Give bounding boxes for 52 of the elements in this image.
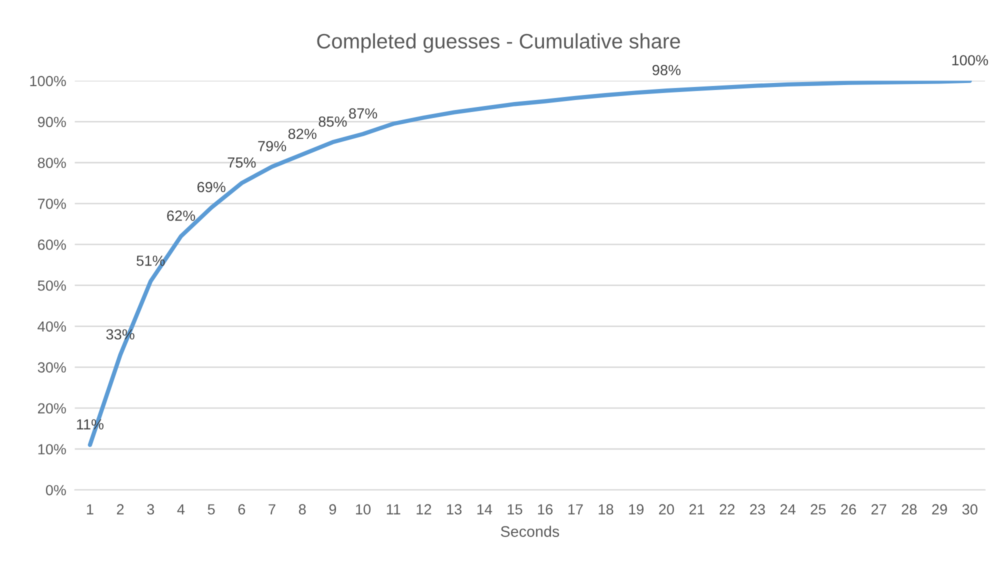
y-tick-label: 80% <box>38 158 66 168</box>
x-tick-label: 6 <box>238 504 246 515</box>
data-label: 69% <box>197 182 226 192</box>
x-tick-label: 16 <box>538 504 553 515</box>
x-tick-label: 27 <box>871 504 886 514</box>
x-tick-label: 12 <box>416 504 432 514</box>
x-tick-label: 18 <box>598 504 614 515</box>
x-tick-label: 25 <box>810 504 826 515</box>
y-tick-label: 100% <box>30 76 66 86</box>
x-tick-label: 8 <box>298 504 306 515</box>
x-tick-label: 23 <box>750 504 765 515</box>
x-tick-label: 10 <box>356 504 371 515</box>
y-tick-label: 30% <box>38 362 66 373</box>
x-tick-label: 13 <box>447 504 462 515</box>
y-tick-label: 70% <box>38 198 66 209</box>
data-label: 82% <box>288 128 316 140</box>
y-tick-label: 40% <box>38 321 66 332</box>
data-label: 62% <box>167 210 196 221</box>
x-tick-label: 3 <box>147 504 154 515</box>
x-tick-label: 2 <box>116 504 124 514</box>
x-tick-label: 7 <box>268 504 276 514</box>
x-tick-label: 26 <box>841 504 856 515</box>
x-tick-label: 14 <box>477 504 492 514</box>
x-tick-label: 22 <box>720 504 735 514</box>
data-label: 98% <box>652 64 681 76</box>
x-tick-label: 11 <box>386 504 400 514</box>
x-tick-label: 17 <box>568 504 583 514</box>
x-tick-label: 15 <box>508 504 522 515</box>
x-tick-label: 30 <box>962 504 978 515</box>
y-tick-label: 90% <box>38 116 66 128</box>
y-tick-label: 10% <box>38 444 66 454</box>
x-tick-label: 19 <box>629 504 644 515</box>
x-tick-label: 1 <box>87 504 94 514</box>
x-tick-label: 28 <box>902 504 917 515</box>
y-tick-label: 0% <box>46 485 66 496</box>
x-axis-title: Seconds <box>500 526 560 537</box>
data-label: 87% <box>349 108 378 119</box>
x-tick-label: 21 <box>689 504 704 514</box>
x-tick-label: 20 <box>659 504 674 515</box>
data-label: 75% <box>228 157 256 168</box>
y-tick-label: 60% <box>38 240 66 250</box>
y-tick-label: 50% <box>38 280 66 291</box>
data-label: 100% <box>952 55 988 66</box>
chart-title: Completed guesses - Cumulative share <box>317 33 680 53</box>
x-tick-label: 24 <box>780 504 796 514</box>
x-tick-label: 5 <box>208 504 215 515</box>
x-tick-label: 9 <box>329 504 336 515</box>
x-tick-label: 4 <box>177 504 185 514</box>
y-tick-label: 20% <box>38 403 66 414</box>
data-label: 85% <box>318 116 347 127</box>
data-label: 79% <box>258 141 286 152</box>
x-tick-label: 29 <box>932 504 947 515</box>
